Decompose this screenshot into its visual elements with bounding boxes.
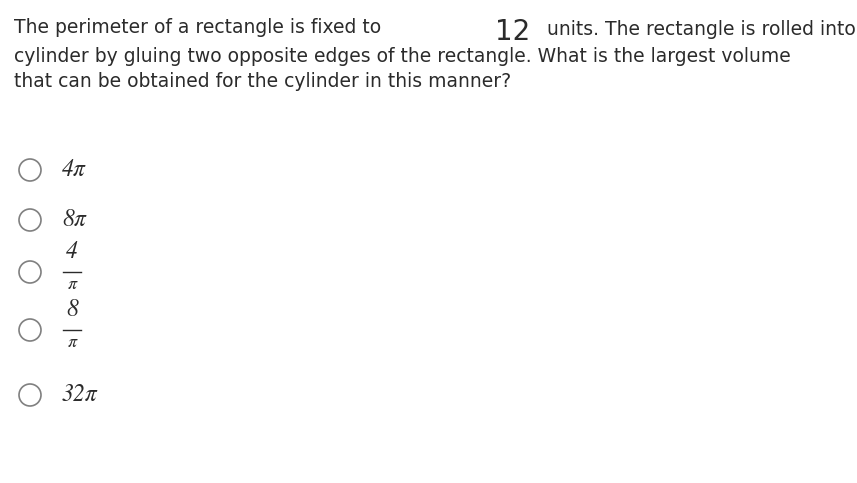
Text: cylinder by gluing two opposite edges of the rectangle. What is the largest volu: cylinder by gluing two opposite edges of… (14, 47, 791, 66)
Text: 8π: 8π (62, 209, 86, 231)
Text: π: π (68, 334, 76, 351)
Text: that can be obtained for the cylinder in this manner?: that can be obtained for the cylinder in… (14, 72, 511, 91)
Text: 4: 4 (66, 241, 78, 263)
Text: π: π (68, 276, 76, 293)
Text: 32π: 32π (62, 384, 98, 406)
Text: 4π: 4π (62, 159, 86, 181)
Text: 12: 12 (495, 18, 530, 46)
Text: units. The rectangle is rolled into a: units. The rectangle is rolled into a (541, 20, 857, 39)
Text: The perimeter of a rectangle is fixed to: The perimeter of a rectangle is fixed to (14, 18, 387, 37)
Text: 8: 8 (66, 298, 78, 321)
